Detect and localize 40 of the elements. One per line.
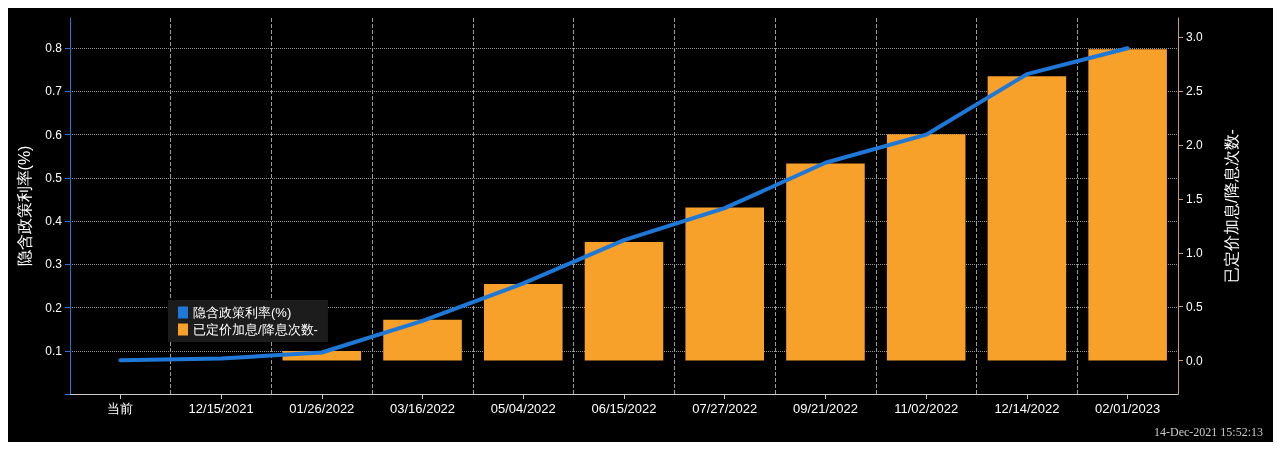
y-tick-label: 0.5 — [45, 170, 63, 185]
bar — [886, 134, 966, 361]
x-tick-label: 07/27/2022 — [692, 401, 758, 416]
y-tick-label: 0.7 — [45, 84, 63, 99]
bar — [685, 207, 765, 361]
bar — [987, 76, 1067, 361]
y2-tick-label: 0.0 — [1186, 353, 1204, 368]
x-tick-label: 02/01/2023 — [1095, 401, 1161, 416]
y-tick-label: 0.6 — [45, 127, 63, 142]
y2-tick-label: 1.5 — [1186, 192, 1204, 206]
y2-tick-label: 2.5 — [1186, 84, 1204, 99]
line-series — [118, 46, 1130, 363]
y2-tick-label: 0.5 — [1186, 299, 1204, 314]
x-tick-label: 01/26/2022 — [289, 401, 355, 416]
x-tick-label: 12/15/2021 — [188, 401, 254, 416]
legend-label: 隐含政策利率(%) — [193, 305, 292, 320]
x-tick-label: 09/21/2022 — [792, 401, 858, 416]
y-tick-label: 0.2 — [45, 300, 63, 315]
y2-axis-title: 已定价加息/降息次数- — [1222, 129, 1240, 283]
y-tick-label: 0.4 — [45, 214, 63, 229]
bar — [383, 319, 462, 361]
bar — [1088, 49, 1167, 361]
bar — [584, 242, 664, 361]
text: 14-Dec-2021 15:52:13 — [1154, 425, 1264, 439]
x-tick-label: 06/15/2022 — [591, 401, 657, 416]
y2-tick-label: 3.0 — [1186, 30, 1204, 45]
x-tick-label: 11/02/2022 — [894, 401, 959, 416]
legend-label: 已定价加息/降息次数- — [193, 322, 318, 337]
y-tick-label: 0.8 — [45, 41, 63, 56]
x-tick-label: 当前 — [107, 401, 134, 416]
y-axis-title: 隐含政策利率(%) — [15, 145, 33, 267]
y2-tick-label: 2.0 — [1186, 138, 1204, 153]
x-tick-label: 05/04/2022 — [490, 401, 556, 416]
x-tick-label: 12/14/2022 — [994, 401, 1060, 416]
bar — [483, 284, 563, 361]
x-tick-label: 03/16/2022 — [390, 401, 456, 416]
y-tick-label: 0.3 — [45, 257, 63, 272]
bar — [786, 163, 865, 361]
y-tick-label: 0.1 — [45, 343, 63, 358]
y2-tick-label: 1.0 — [1186, 245, 1204, 260]
